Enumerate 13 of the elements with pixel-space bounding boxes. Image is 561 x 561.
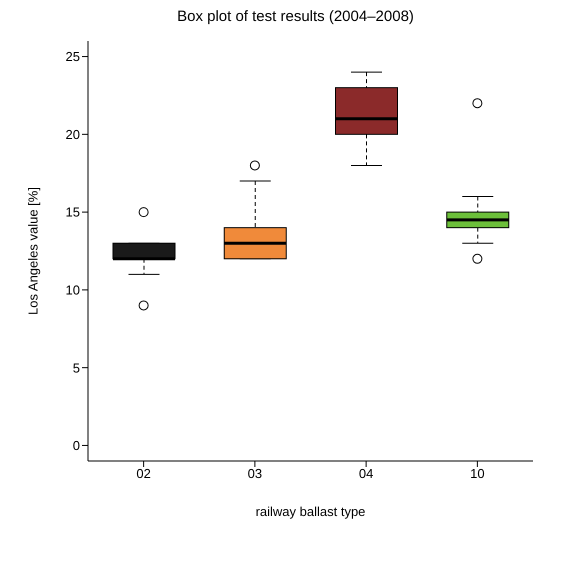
x-tick-label: 04 (358, 466, 374, 482)
y-tick-label: 20 (66, 126, 80, 142)
y-tick-label: 25 (66, 49, 80, 64)
y-tick-label: 5 (72, 360, 80, 376)
chart-title: Box plot of test results (2004–2008) (176, 8, 415, 25)
x-tick-label: 03 (248, 466, 262, 482)
y-tick-label: 0 (72, 438, 80, 454)
x-tick-label: 02 (136, 466, 151, 482)
x-axis-title: railway ballast type (256, 504, 366, 519)
x-tick-label: 10 (470, 466, 485, 482)
y-tick-label: 10 (66, 282, 80, 298)
y-axis-title: Los Angeles value [%] (26, 187, 41, 315)
y-tick-label: 15 (66, 204, 80, 220)
